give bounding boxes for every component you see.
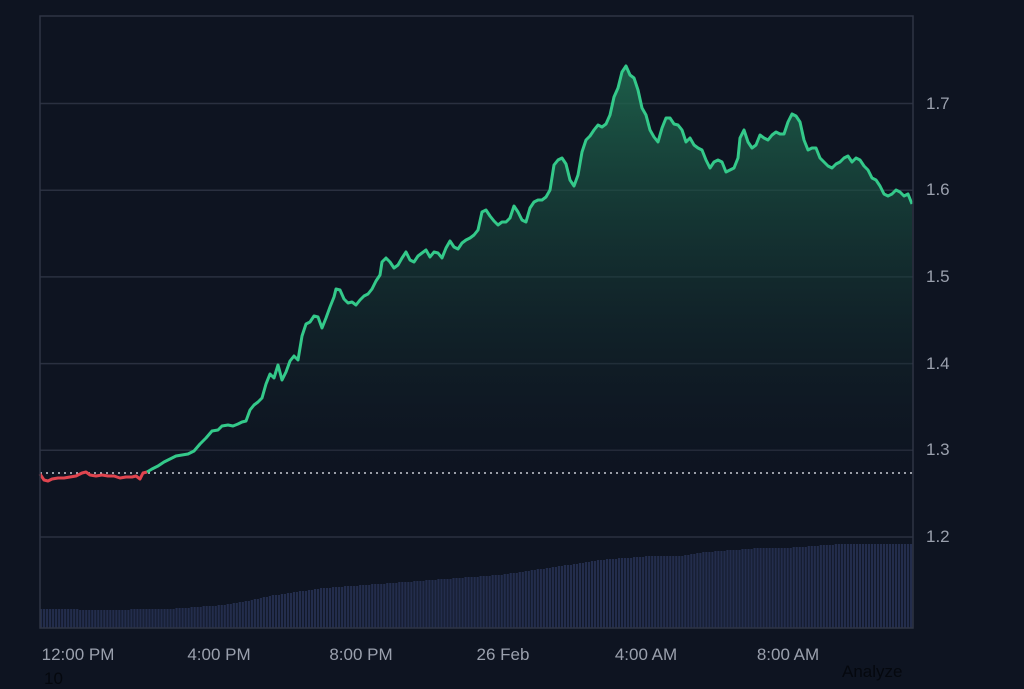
y-tick-label: 1.5 <box>926 266 950 286</box>
y-tick-label: 1.6 <box>926 180 950 200</box>
analyze-label: Analyze <box>842 662 903 681</box>
x-tick-label: 8:00 AM <box>756 645 820 664</box>
y-tick-label: 1.2 <box>926 527 950 546</box>
x-tick-label: 4:00 AM <box>614 645 678 664</box>
price-area <box>147 66 912 473</box>
x-tick-label: 8:00 PM <box>329 645 393 664</box>
volume-bars <box>40 544 913 628</box>
y-tick-label: 1.7 <box>926 93 950 113</box>
y-tick-label: 1.3 <box>926 440 950 460</box>
plot-frame <box>39 15 914 629</box>
x-tick-label: 12:00 PM <box>41 645 115 664</box>
x-tick-label: 4:00 PM <box>187 645 251 664</box>
stray-label-left: 10 <box>44 669 63 688</box>
x-tick-label: 26 Feb <box>476 645 530 664</box>
price-line-below-baseline <box>38 470 148 483</box>
price-line-above-baseline <box>146 64 914 474</box>
y-tick-label: 1.4 <box>926 353 950 373</box>
